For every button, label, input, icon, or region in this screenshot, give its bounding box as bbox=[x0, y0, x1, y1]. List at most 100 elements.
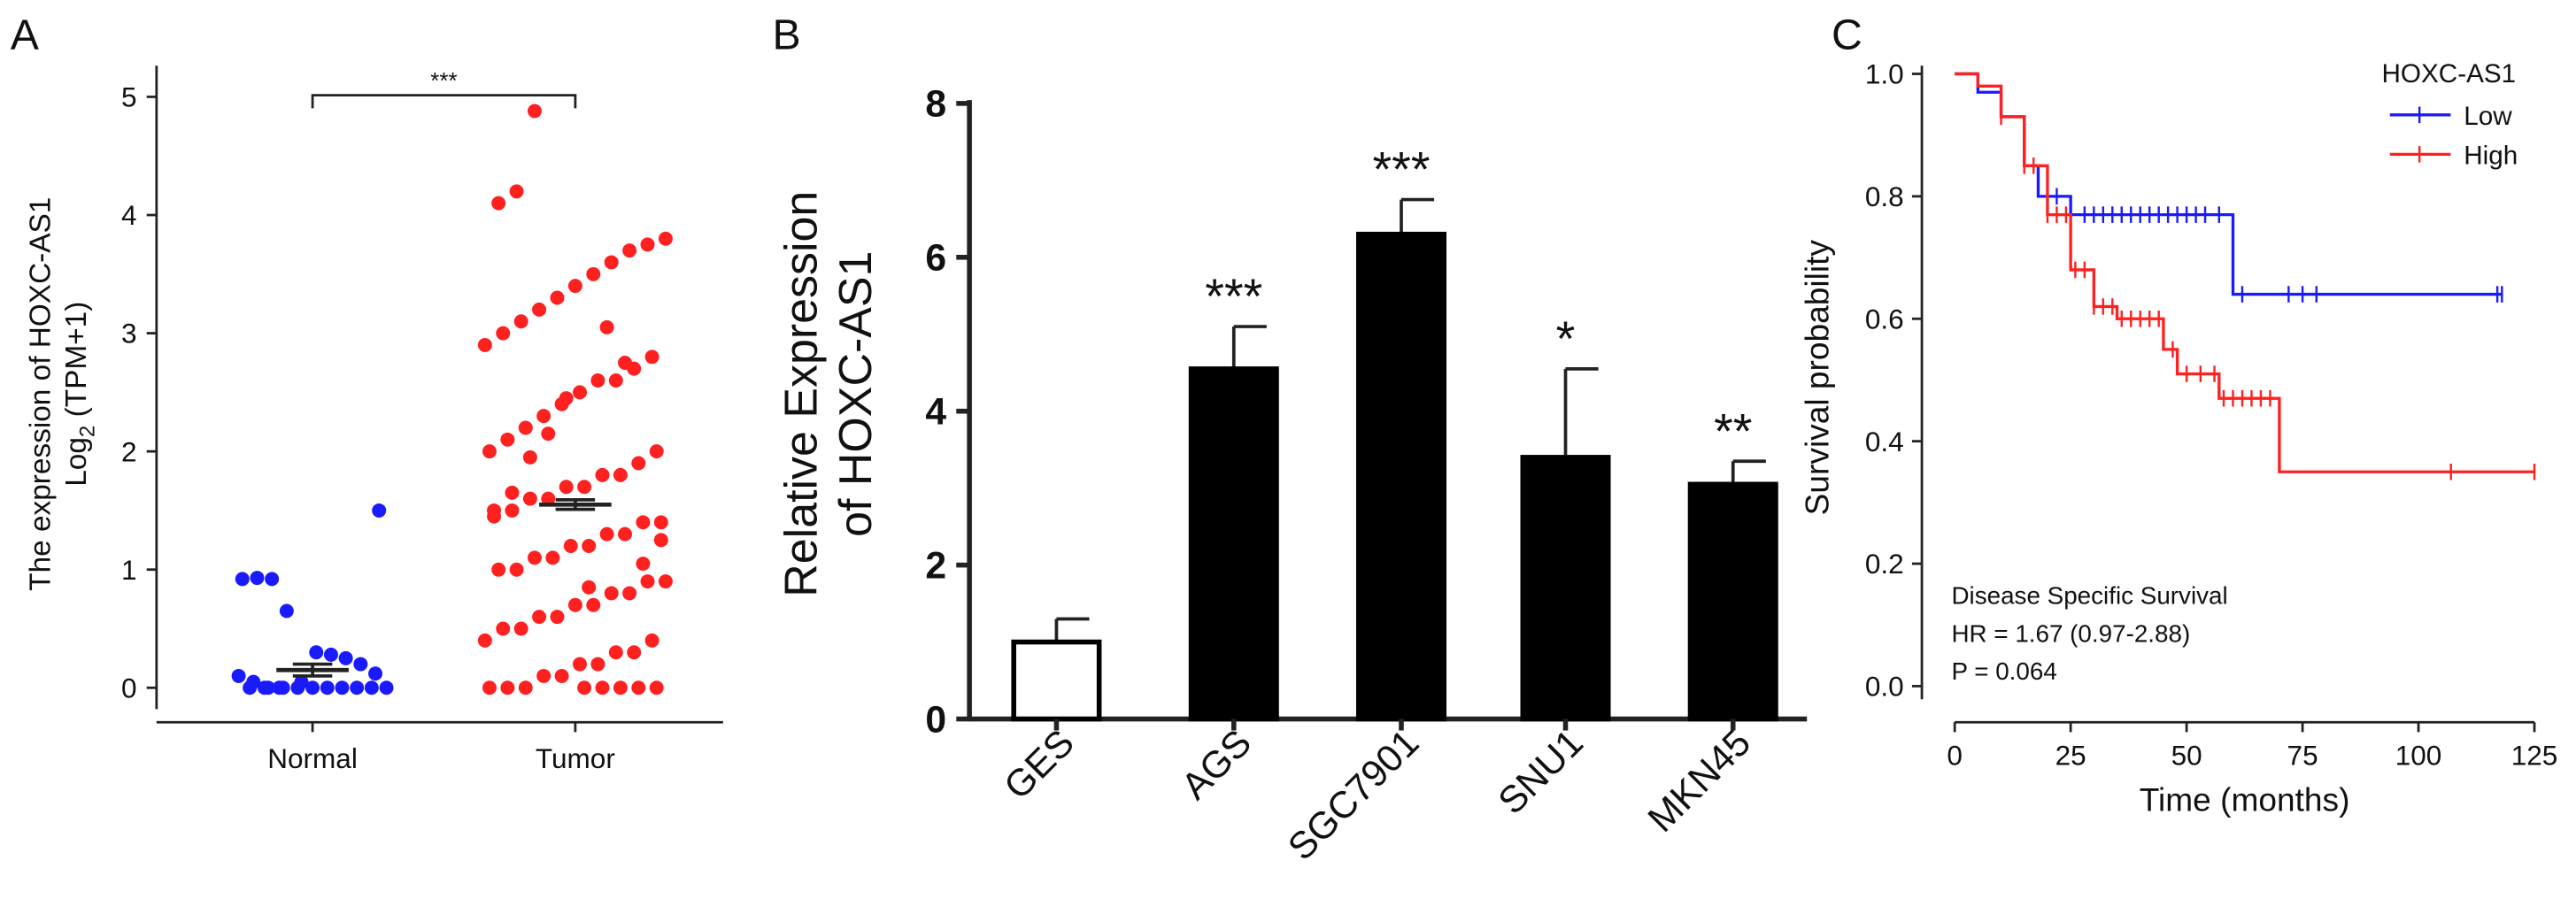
data-point bbox=[505, 485, 520, 500]
data-point bbox=[658, 574, 673, 589]
data-point bbox=[487, 509, 502, 524]
x-tick-label: 25 bbox=[2055, 739, 2086, 771]
significance-label: ** bbox=[1714, 403, 1752, 458]
significance-bracket bbox=[311, 94, 577, 109]
data-point bbox=[482, 444, 497, 459]
data-point bbox=[305, 680, 320, 695]
panel-label: B bbox=[772, 12, 800, 59]
data-point bbox=[567, 597, 582, 612]
bar bbox=[1011, 639, 1102, 722]
log: Log bbox=[60, 437, 93, 487]
y-tick-label: 2 bbox=[121, 435, 137, 467]
y-tick-label: 2 bbox=[925, 544, 946, 587]
data-point bbox=[577, 480, 592, 495]
data-point bbox=[613, 467, 628, 482]
x-tick-label: 50 bbox=[2171, 739, 2202, 771]
data-point bbox=[640, 237, 655, 252]
significance-label: *** bbox=[430, 67, 457, 94]
y-axis-label: Relative Expression bbox=[776, 191, 828, 597]
data-point bbox=[522, 449, 537, 465]
legend-label: Low bbox=[2464, 102, 2512, 131]
data-point bbox=[636, 557, 651, 572]
data-point bbox=[541, 426, 556, 442]
bar bbox=[1520, 455, 1611, 722]
data-point bbox=[235, 572, 250, 587]
y-tick-label: 1.0 bbox=[1865, 58, 1904, 90]
data-point bbox=[265, 572, 280, 587]
data-point bbox=[640, 574, 655, 589]
y-tick-label: 4 bbox=[121, 199, 137, 231]
bar bbox=[1355, 231, 1447, 722]
data-point bbox=[532, 302, 547, 317]
data-point bbox=[631, 456, 646, 471]
panel-label: C bbox=[1832, 12, 1863, 59]
significance-label: * bbox=[1556, 311, 1576, 366]
data-point bbox=[653, 533, 668, 548]
y-tick-label: 0.8 bbox=[1865, 181, 1904, 212]
data-point bbox=[595, 467, 610, 482]
panel-label: A bbox=[11, 12, 40, 59]
data-point bbox=[350, 680, 365, 695]
data-point bbox=[582, 539, 597, 553]
data-point bbox=[550, 290, 565, 305]
data-point bbox=[532, 610, 547, 625]
data-point bbox=[522, 491, 537, 506]
y-axis-label: Survival probability bbox=[1798, 240, 1835, 516]
x-tick-label: Tumor bbox=[536, 742, 615, 774]
data-point bbox=[500, 432, 515, 447]
y-tick-label: 8 bbox=[925, 83, 946, 126]
y-tick-label: 0 bbox=[925, 698, 946, 741]
data-point bbox=[563, 539, 578, 553]
data-point bbox=[618, 526, 632, 542]
y-tick-label: 1 bbox=[121, 554, 137, 586]
x-tick-label: SGC7901 bbox=[1280, 721, 1427, 868]
legend-title: HOXC-AS1 bbox=[2381, 59, 2516, 88]
data-point bbox=[644, 633, 659, 648]
data-point bbox=[509, 184, 524, 199]
unit: (TPM+1) bbox=[60, 302, 93, 418]
y-axis-label: of HOXC-AS1 bbox=[830, 251, 882, 537]
data-point bbox=[604, 255, 619, 270]
y-tick-label: 0.4 bbox=[1865, 426, 1904, 457]
x-tick-label: SNU1 bbox=[1490, 721, 1591, 822]
data-point bbox=[653, 515, 668, 530]
data-point bbox=[309, 645, 324, 660]
data-point bbox=[477, 337, 492, 352]
data-point bbox=[527, 550, 542, 565]
x-tick-label: AGS bbox=[1173, 721, 1260, 808]
data-point bbox=[559, 391, 574, 406]
data-point bbox=[279, 603, 294, 619]
data-point bbox=[250, 571, 265, 586]
subscript: 2 bbox=[75, 426, 99, 437]
data-point bbox=[644, 350, 659, 365]
data-point bbox=[496, 621, 511, 636]
data-point bbox=[573, 385, 587, 400]
data-point bbox=[599, 526, 614, 542]
data-point bbox=[477, 633, 492, 648]
annotation: P = 0.064 bbox=[1951, 657, 2056, 685]
data-point bbox=[599, 319, 614, 334]
data-point bbox=[372, 503, 387, 518]
data-point bbox=[320, 680, 335, 695]
data-point bbox=[261, 680, 275, 695]
data-point bbox=[559, 480, 574, 495]
y-axis-label: The expression of HOXC-AS1 bbox=[24, 197, 57, 591]
y-tick-label: 0.6 bbox=[1865, 303, 1904, 334]
x-axis-label: Time (months) bbox=[2140, 780, 2350, 818]
data-point bbox=[631, 680, 646, 695]
data-point bbox=[636, 515, 651, 530]
significance-label: *** bbox=[1205, 269, 1262, 324]
y-tick-label: 0.0 bbox=[1865, 671, 1904, 703]
data-point bbox=[590, 657, 605, 672]
y-axis-label-unit: Log2 (TPM+1) bbox=[60, 302, 99, 487]
data-point bbox=[379, 680, 394, 695]
data-point bbox=[622, 243, 637, 258]
data-point bbox=[658, 231, 673, 246]
y-tick-label: 3 bbox=[121, 318, 137, 350]
data-point bbox=[649, 444, 664, 459]
data-point bbox=[491, 562, 506, 577]
data-point bbox=[338, 650, 353, 665]
data-point bbox=[541, 491, 556, 506]
annotation: Disease Specific Survival bbox=[1951, 582, 2227, 610]
